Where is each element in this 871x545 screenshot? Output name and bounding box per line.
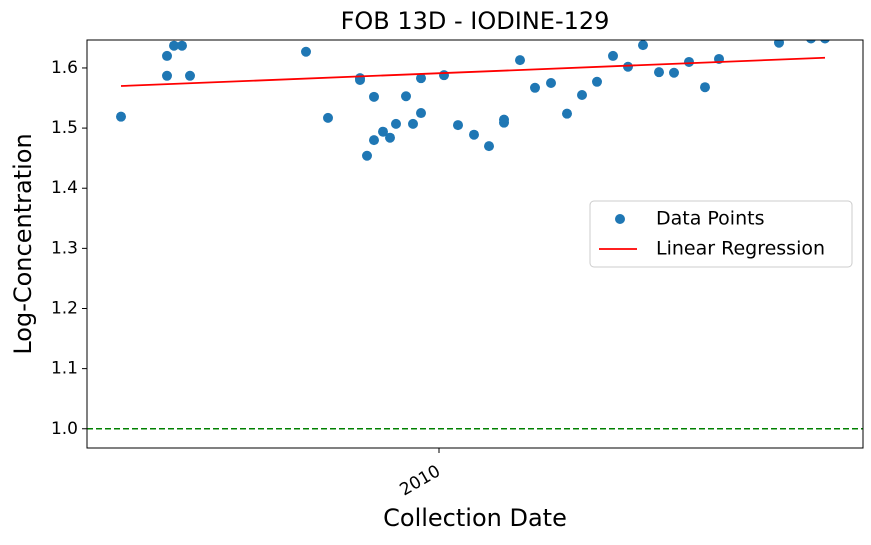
data-point: [323, 112, 333, 123]
data-point: [654, 67, 664, 78]
data-point: [684, 56, 694, 67]
data-point: [416, 108, 426, 119]
y-tick-label: 1.1: [51, 359, 78, 379]
data-point: [774, 40, 784, 48]
data-point: [623, 61, 633, 72]
plot-frame: [86, 39, 864, 449]
data-point: [469, 129, 479, 140]
data-point: [362, 150, 372, 161]
regression-line: [120, 56, 826, 87]
data-point: [177, 40, 187, 51]
y-tick-label: 1.6: [51, 58, 78, 78]
legend: Data Points Linear Regression: [589, 200, 853, 268]
legend-box: [589, 200, 853, 268]
data-point: [301, 46, 311, 57]
data-point: [169, 40, 179, 51]
plot-area: [87, 40, 863, 430]
data-point: [669, 67, 679, 78]
data-point: [453, 120, 463, 131]
data-point: [162, 50, 172, 61]
data-point: [592, 76, 602, 87]
y-tick-label: 1.2: [51, 298, 78, 318]
data-point: [608, 50, 618, 61]
data-point: [416, 73, 426, 84]
legend-label: Linear Regression: [656, 238, 825, 260]
data-point: [369, 91, 379, 102]
data-point: [355, 74, 365, 85]
data-point: [577, 90, 587, 101]
data-point: [408, 118, 418, 129]
legend-label: Data Points: [656, 208, 764, 230]
data-point: [515, 55, 525, 66]
chart-title: FOB 13D - IODINE-129: [341, 7, 610, 35]
data-point: [116, 111, 126, 122]
y-tick-label: 1.3: [51, 238, 78, 258]
data-point: [484, 141, 494, 152]
data-point: [700, 82, 710, 93]
data-point: [378, 126, 388, 137]
data-point: [162, 70, 172, 81]
data-point: [562, 108, 572, 119]
data-point: [546, 77, 556, 88]
legend-marker: [615, 214, 625, 224]
y-tick-label: 1.0: [51, 419, 78, 439]
data-point: [638, 40, 648, 51]
data-point: [401, 91, 411, 102]
data-point: [499, 117, 509, 128]
data-point: [530, 82, 540, 93]
data-point: [391, 118, 401, 129]
data-point: [806, 40, 816, 44]
data-point: [369, 135, 379, 146]
y-tick-label: 1.4: [51, 178, 78, 198]
x-tick-label: 2010: [397, 461, 444, 500]
data-point: [439, 70, 449, 81]
data-point: [820, 40, 830, 44]
data-point: [385, 132, 395, 143]
y-tick-label: 1.5: [51, 118, 78, 138]
y-axis-label: Log-Concentration: [9, 133, 37, 354]
data-point: [185, 70, 195, 81]
x-axis-label: Collection Date: [383, 504, 567, 532]
